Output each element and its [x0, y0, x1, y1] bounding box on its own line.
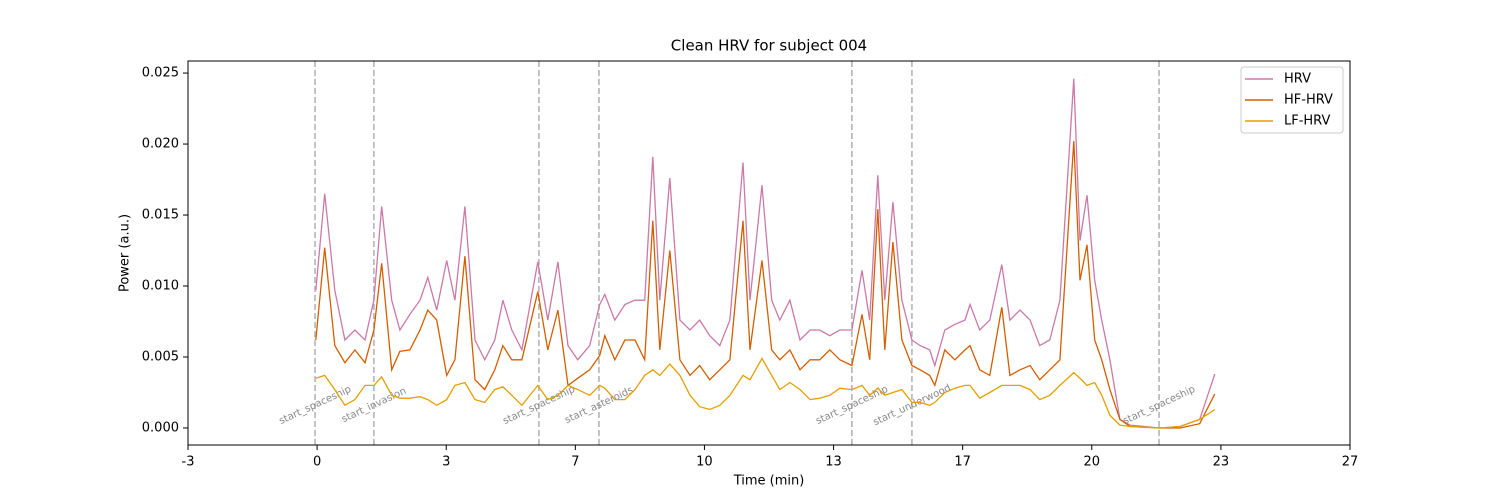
y-tick-label: 0.005 — [142, 349, 179, 364]
y-tick-label: 0.020 — [142, 137, 179, 152]
series-line — [315, 141, 1216, 429]
x-tick-label: 7 — [571, 455, 579, 470]
plot-frame — [187, 60, 1351, 446]
legend-label: HF-HRV — [1284, 93, 1333, 108]
x-tick-label: 27 — [1342, 455, 1359, 470]
y-tick-label: 0.025 — [142, 66, 179, 81]
series-line — [315, 78, 1216, 429]
y-tick-label: 0.010 — [142, 279, 179, 294]
y-axis-label: Power (a.u.) — [118, 214, 133, 292]
legend-label: HRV — [1284, 72, 1311, 87]
x-tick-label: 0 — [313, 455, 321, 470]
x-tick-label: 17 — [954, 455, 971, 470]
legend: HRV HF-HRV LF-HRV — [1240, 66, 1344, 134]
x-tick-label: 20 — [1083, 455, 1100, 470]
chart-title: Clean HRV for subject 004 — [671, 37, 867, 55]
x-tick-label: -3 — [182, 455, 195, 470]
y-tick-label: 0.000 — [142, 420, 179, 435]
y-tick-label: 0.015 — [142, 208, 179, 223]
x-tick-label: 10 — [696, 455, 713, 470]
legend-label: LF-HRV — [1284, 114, 1331, 129]
x-tick-label: 13 — [825, 455, 842, 470]
legend-box — [1240, 66, 1344, 134]
x-tick-label: 23 — [1213, 455, 1230, 470]
x-axis-label: Time (min) — [733, 474, 805, 489]
series-line — [315, 357, 1216, 429]
x-tick-label: 3 — [442, 455, 450, 470]
